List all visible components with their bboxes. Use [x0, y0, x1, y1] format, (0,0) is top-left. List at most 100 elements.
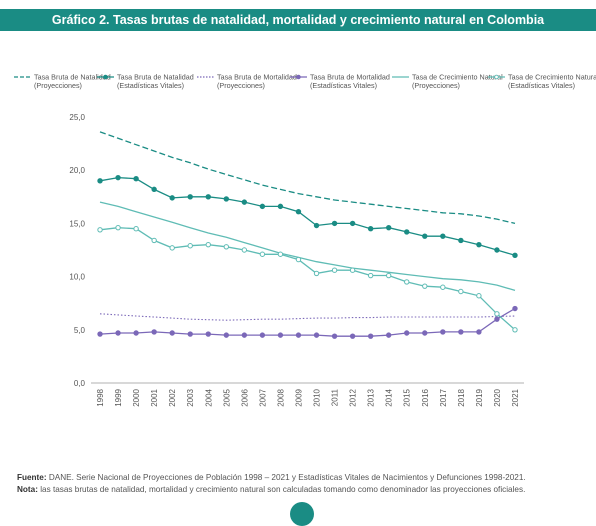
- data-point: [169, 245, 175, 251]
- legend-label: Tasa Bruta de Natalidad (Proyecciones): [34, 73, 111, 91]
- legend-label: Tasa de Crecimiento Natural (Proyecciones…: [412, 73, 503, 91]
- data-point: [313, 332, 320, 338]
- data-point: [331, 333, 338, 339]
- data-point: [458, 288, 464, 295]
- x-tick-label: 2005: [222, 388, 231, 406]
- x-tick-label: 2011: [331, 388, 340, 406]
- data-point: [367, 333, 374, 339]
- x-tick-label: 2019: [475, 388, 484, 406]
- x-tick-label: 2000: [132, 388, 141, 406]
- data-point: [97, 331, 103, 337]
- legend: Tasa Bruta de Natalidad (Proyecciones)Tas…: [14, 73, 596, 91]
- y-tick-label: 0,0: [74, 379, 86, 388]
- data-point: [512, 252, 518, 259]
- data-point: [277, 251, 284, 257]
- data-point: [476, 241, 482, 248]
- footer-notes: Fuente: DANE. Serie Nacional de Proyecci…: [17, 472, 587, 496]
- data-point: [331, 220, 338, 227]
- series-line-3: [99, 313, 516, 321]
- note-label: Nota:: [17, 485, 38, 494]
- data-point: [187, 243, 193, 249]
- data-point: [422, 233, 428, 239]
- x-tick-label: 2015: [403, 388, 412, 406]
- data-point: [115, 174, 121, 181]
- data-point: [458, 329, 464, 335]
- legend-marker: [494, 74, 499, 80]
- data-point: [313, 222, 320, 229]
- x-tick-label: 2009: [294, 388, 303, 406]
- data-point: [151, 329, 157, 335]
- data-point: [512, 305, 518, 312]
- data-point: [404, 229, 410, 235]
- data-point: [512, 327, 518, 333]
- legend-label-line: (Proyecciones): [34, 81, 82, 90]
- data-point: [295, 256, 302, 263]
- data-point: [223, 196, 230, 202]
- x-tick-label: 2002: [168, 388, 177, 406]
- x-tick-label: 2007: [258, 388, 267, 406]
- source-note: Fuente: DANE. Serie Nacional de Proyecci…: [17, 472, 587, 484]
- legend-label-line: Tasa Bruta de Natalidad: [34, 73, 111, 82]
- data-point: [295, 208, 302, 215]
- data-point: [223, 244, 230, 250]
- data-point: [422, 330, 428, 336]
- y-tick-label: 10,0: [69, 273, 85, 282]
- data-point: [385, 272, 392, 279]
- data-point: [476, 293, 482, 299]
- y-tick-label: 5,0: [74, 326, 86, 335]
- legend-label-line: Tasa Bruta de Natalidad: [117, 73, 194, 82]
- data-point: [187, 331, 193, 337]
- data-point: [476, 329, 482, 335]
- legend-label: Tasa de Crecimiento Natural (Estadísticas…: [508, 73, 596, 91]
- legend-label-line: Tasa Bruta de Mortalidad: [217, 73, 297, 82]
- data-point: [494, 247, 500, 253]
- x-tick-label: 2014: [385, 388, 394, 406]
- data-point: [169, 195, 175, 201]
- x-tick-label: 1998: [96, 388, 105, 406]
- legend-label: Tasa Bruta de Mortalidad (Proyecciones): [217, 73, 297, 91]
- x-tick-label: 2016: [421, 388, 430, 406]
- legend-label-line: Tasa de Crecimiento Natural: [412, 73, 503, 82]
- x-tick-label: 2021: [511, 388, 520, 406]
- data-point: [133, 176, 139, 182]
- data-point: [440, 329, 446, 335]
- data-point: [241, 199, 248, 205]
- data-point: [295, 332, 302, 338]
- data-point: [422, 283, 428, 289]
- decorative-circle: [290, 502, 314, 526]
- series-line-6: [99, 227, 516, 331]
- x-tick-label: 2010: [313, 388, 322, 406]
- x-tick-label: 1999: [114, 388, 123, 406]
- legend-label-line: (Estadísticas Vitales): [117, 81, 184, 90]
- data-point: [115, 330, 121, 336]
- data-point: [259, 251, 266, 257]
- y-tick-label: 25,0: [69, 113, 85, 122]
- data-point: [151, 186, 157, 193]
- data-point: [205, 194, 211, 200]
- series-line-1: [99, 131, 516, 225]
- y-tick-label: 15,0: [69, 219, 85, 228]
- data-point: [313, 270, 320, 277]
- data-point: [259, 203, 266, 210]
- data-point: [277, 203, 284, 210]
- data-point: [169, 330, 175, 336]
- legend-label: Tasa Bruta de Mortalidad (Estadísticas Vi…: [310, 73, 390, 91]
- x-tick-label: 2013: [367, 388, 376, 406]
- data-point: [97, 178, 103, 184]
- legend-label-line: Tasa de Crecimiento Natural: [508, 73, 596, 82]
- source-label: Fuente:: [17, 473, 47, 482]
- data-point: [331, 267, 338, 273]
- x-tick-label: 2006: [240, 388, 249, 406]
- data-point: [133, 330, 139, 336]
- data-point: [133, 226, 139, 232]
- data-point: [349, 333, 356, 339]
- data-point: [241, 332, 248, 338]
- chart-title-bar: Gráfico 2. Tasas brutas de natalidad, mo…: [0, 9, 596, 31]
- data-point: [259, 332, 266, 338]
- data-point: [187, 194, 193, 200]
- data-point: [223, 332, 230, 338]
- x-tick-label: 2003: [186, 388, 195, 406]
- data-point: [115, 224, 121, 231]
- data-point: [404, 330, 410, 336]
- series-line-2: [99, 176, 516, 256]
